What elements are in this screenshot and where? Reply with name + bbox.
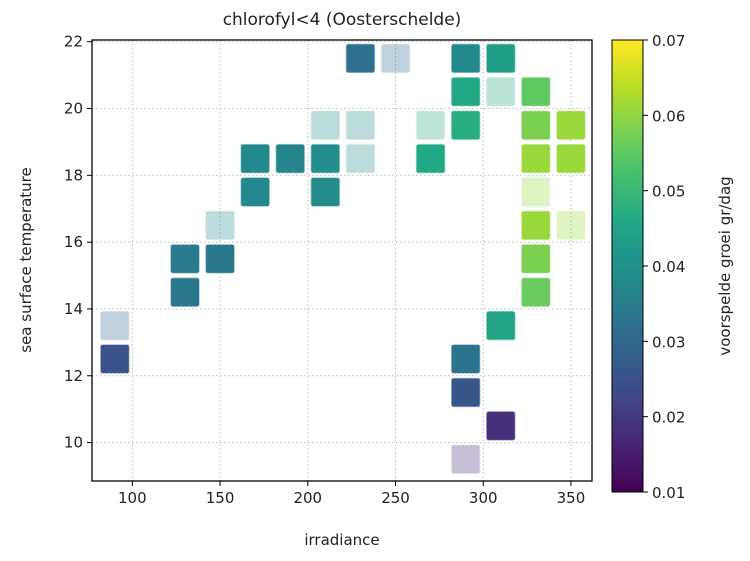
data-point <box>556 210 586 241</box>
data-point <box>170 244 200 274</box>
colorbar-label: voorspelde groei gr/dag <box>716 176 734 355</box>
y-tick-label: 14 <box>64 300 83 318</box>
chart-title: chlorofyl<4 (Oosterschelde) <box>223 10 462 30</box>
y-tick-label: 18 <box>64 166 83 184</box>
data-point <box>310 110 341 140</box>
data-point <box>205 244 235 274</box>
data-point <box>521 277 551 307</box>
data-point <box>170 277 200 307</box>
data-point <box>240 177 270 207</box>
colorbar-tick-label: 0.03 <box>652 333 685 351</box>
colorbar-tick-label: 0.02 <box>652 409 685 427</box>
data-point <box>486 77 516 107</box>
data-point <box>486 310 516 341</box>
x-tick-label: 100 <box>118 489 147 507</box>
data-point <box>450 444 481 475</box>
colorbar <box>611 39 644 493</box>
data-point <box>450 110 481 140</box>
x-tick-label: 250 <box>381 489 410 507</box>
data-point <box>345 143 376 174</box>
data-point <box>450 43 481 74</box>
y-tick-label: 22 <box>64 33 83 51</box>
data-point <box>521 143 551 174</box>
x-tick-label: 150 <box>206 489 235 507</box>
colorbar-tick-label: 0.01 <box>652 484 685 502</box>
data-points <box>100 43 586 475</box>
x-tick-label: 200 <box>293 489 322 507</box>
data-point <box>486 43 516 74</box>
data-point <box>380 43 411 74</box>
colorbar-tick-label: 0.07 <box>652 32 685 50</box>
data-point <box>310 143 341 174</box>
data-point <box>450 77 481 107</box>
data-point <box>100 344 130 374</box>
data-point <box>345 110 376 140</box>
y-axis: 10 12 14 16 18 20 22 <box>64 33 92 452</box>
y-tick-label: 12 <box>64 367 83 385</box>
data-point <box>240 143 270 174</box>
x-axis: 100 150 200 250 300 350 <box>118 481 585 507</box>
y-tick-label: 16 <box>64 233 83 251</box>
data-point <box>275 143 305 174</box>
data-point <box>521 110 551 140</box>
colorbar-tick-label: 0.05 <box>652 183 685 201</box>
data-point <box>521 244 551 274</box>
data-point <box>205 210 235 241</box>
colorbar-ticks: 0.01 0.02 0.03 0.04 0.05 0.06 0.07 <box>643 32 685 502</box>
colorbar-tick-label: 0.06 <box>652 107 685 125</box>
y-tick-label: 20 <box>64 99 83 117</box>
colorbar-tick-label: 0.04 <box>652 258 685 276</box>
x-tick-label: 300 <box>469 489 498 507</box>
data-point <box>521 177 551 207</box>
data-point <box>521 210 551 241</box>
data-point <box>521 77 551 107</box>
data-point <box>415 143 446 174</box>
plot-frame <box>91 39 593 482</box>
x-axis-label: irradiance <box>304 531 379 549</box>
data-point <box>486 411 516 441</box>
data-point <box>450 344 481 374</box>
data-point <box>310 177 341 207</box>
data-point <box>556 110 586 140</box>
data-point <box>100 310 130 341</box>
data-point <box>556 143 586 174</box>
x-tick-label: 350 <box>557 489 586 507</box>
y-tick-label: 10 <box>64 434 83 452</box>
grid <box>92 40 592 481</box>
data-point <box>450 377 481 408</box>
data-point <box>345 43 376 74</box>
data-point <box>415 110 446 140</box>
y-axis-label: sea surface temperature <box>17 167 35 353</box>
